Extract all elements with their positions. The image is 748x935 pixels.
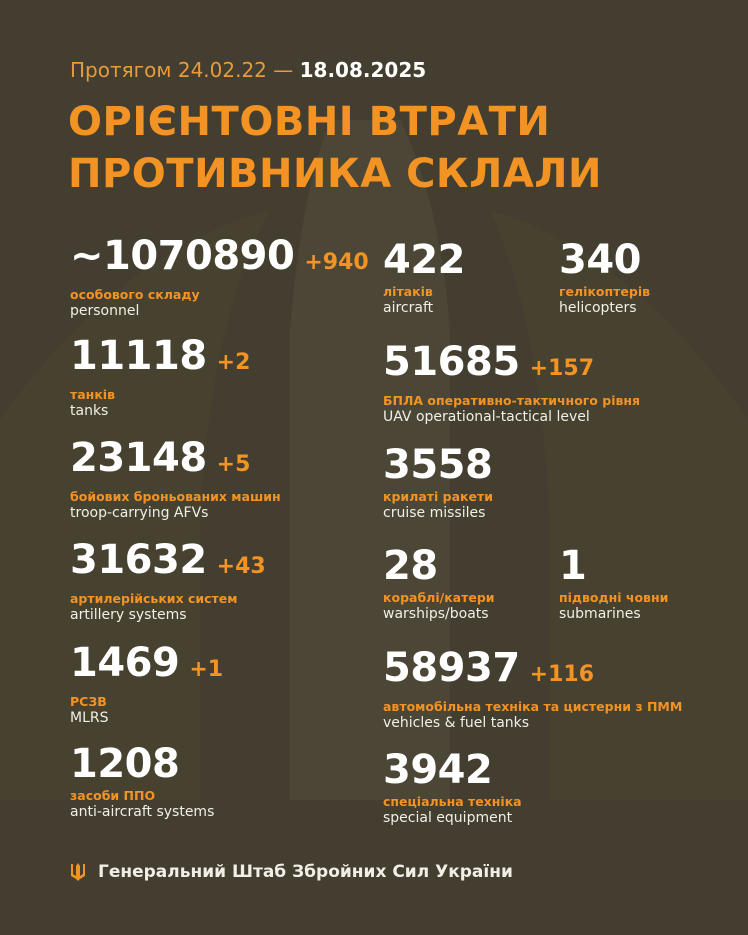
stat-label-ua: спеціальна техніка — [383, 794, 522, 809]
stat-label-en: UAV operational-tactical level — [383, 409, 590, 425]
stat-label-ua: танків — [70, 387, 115, 402]
stat-label-ua: РСЗВ — [70, 694, 107, 709]
stat-label-ua: автомобільна техніка та цистерни з ПММ — [383, 699, 683, 714]
stat-value: 1 — [559, 543, 587, 589]
stat-label-ua: крилаті ракети — [383, 489, 494, 504]
stat-label-ua: особового складу — [70, 287, 200, 302]
stat-label-ua: літаків — [383, 284, 433, 299]
stat-label-en: vehicles & fuel tanks — [383, 715, 530, 731]
period-date: 18.08.2025 — [299, 58, 427, 82]
stat-value: 58937 — [383, 645, 520, 691]
stat-label-ua: гелікоптерів — [559, 284, 651, 299]
stat-value: 51685 — [383, 339, 520, 385]
stat-delta: +2 — [216, 350, 251, 375]
stat-mlrs: 1469 +1 РСЗВ MLRS — [70, 641, 223, 726]
footer: Генеральний Штаб Збройних Сил України — [70, 862, 513, 882]
stat-value: 1469 — [70, 640, 180, 686]
stat-label-en: artillery systems — [70, 607, 187, 623]
stat-value: 340 — [559, 237, 642, 283]
stat-afvs: 23148 +5 бойових броньованих машин troop-… — [70, 436, 281, 521]
title-line-1: ОРІЄНТОВНІ ВТРАТИ — [68, 99, 551, 145]
stat-vehicles: 58937 +116 автомобільна техніка та цистер… — [383, 646, 682, 731]
stat-label-en: personnel — [70, 303, 140, 319]
stat-label-ua: засоби ППО — [70, 788, 156, 803]
stat-label-ua: БПЛА оперативно-тактичного рівня — [383, 393, 641, 408]
stat-value: 23148 — [70, 435, 207, 481]
period: Протягом 24.02.22 — 18.08.2025 — [70, 58, 426, 82]
stat-value: 1208 — [70, 741, 180, 787]
stat-helicopters: 340 гелікоптерів helicopters — [559, 238, 650, 316]
stat-label-ua: артилерійських систем — [70, 591, 238, 606]
stat-delta: +1 — [189, 657, 224, 682]
stat-delta: +43 — [216, 554, 266, 579]
page-title: ОРІЄНТОВНІ ВТРАТИ ПРОТИВНИКА СКЛАЛИ — [68, 96, 602, 200]
stat-special-equipment: 3942 спеціальна техніка special equipmen… — [383, 748, 522, 826]
stat-anti-aircraft: 1208 засоби ППО anti-aircraft systems — [70, 742, 214, 820]
stat-submarines: 1 підводні човни submarines — [559, 544, 668, 622]
stat-label-en: special equipment — [383, 810, 513, 826]
stat-tanks: 11118 +2 танків tanks — [70, 334, 250, 419]
stat-label-ua: підводні човни — [559, 590, 669, 605]
stat-delta: +116 — [529, 662, 595, 687]
stat-label-en: MLRS — [70, 710, 109, 726]
stat-value: 3558 — [383, 442, 493, 488]
footer-text: Генеральний Штаб Збройних Сил України — [98, 862, 513, 882]
period-prefix: Протягом 24.02.22 — — [70, 58, 294, 82]
stat-aircraft: 422 літаків aircraft — [383, 237, 466, 316]
stat-cruise-missiles: 3558 крилаті ракети cruise missiles — [383, 443, 493, 521]
stat-label-ua: кораблі/катери — [383, 590, 495, 605]
stat-uav: 51685 +157 БПЛА оперативно-тактичного рів… — [383, 340, 640, 425]
stat-value: 31632 — [70, 537, 207, 583]
stat-label-en: aircraft — [383, 300, 434, 316]
stat-label-en: cruise missiles — [383, 505, 486, 521]
stat-label-ua: бойових броньованих машин — [70, 489, 281, 504]
stat-label-en: anti-aircraft systems — [70, 804, 215, 820]
stat-value: 422 — [383, 237, 466, 283]
stat-label-en: troop-carrying AFVs — [70, 505, 209, 521]
stat-label-en: tanks — [70, 403, 109, 419]
stat-label-en: helicopters — [559, 300, 637, 316]
stat-value: ~1070890 — [70, 233, 295, 279]
stat-delta: +940 — [304, 250, 369, 275]
stat-warships: 28 кораблі/катери warships/boats — [383, 544, 495, 622]
stat-value: 3942 — [383, 747, 493, 793]
title-line-2: ПРОТИВНИКА СКЛАЛИ — [68, 151, 603, 197]
stat-delta: +5 — [216, 452, 251, 477]
trident-icon — [71, 863, 85, 881]
stat-value: 11118 — [70, 333, 207, 379]
stat-personnel: ~1070890 +940 особового складу personnel — [70, 234, 369, 319]
stat-label-en: warships/boats — [383, 606, 489, 622]
stat-value: 28 — [383, 543, 438, 589]
stat-delta: +157 — [529, 356, 595, 381]
stat-label-en: submarines — [559, 606, 641, 622]
stat-artillery: 31632 +43 артилерійських систем artillery… — [70, 538, 266, 623]
